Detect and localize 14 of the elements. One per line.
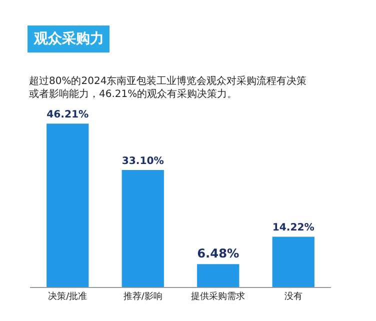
x-tick-label: 提供采购需求 bbox=[191, 290, 246, 302]
data-label: 6.48% bbox=[197, 246, 240, 260]
chart-title: 观众采购力 bbox=[33, 31, 104, 47]
x-tick-label: 推荐/影响 bbox=[123, 290, 162, 302]
data-label: 14.22% bbox=[272, 222, 314, 234]
bar bbox=[46, 124, 89, 287]
data-label: 33.10% bbox=[122, 156, 164, 167]
data-label: 46.21% bbox=[46, 109, 89, 120]
chart-subtitle: 超过80%的2024东南亚包装工业博览会观众对采购流程有决策或者影响能力，46.21%的观众有采购决策力。 bbox=[29, 75, 307, 100]
bar bbox=[122, 170, 164, 287]
bar bbox=[197, 264, 240, 287]
bar bbox=[272, 236, 314, 287]
x-tick-label: 没有 bbox=[284, 290, 302, 302]
x-tick-label: 决策/批准 bbox=[48, 290, 88, 302]
